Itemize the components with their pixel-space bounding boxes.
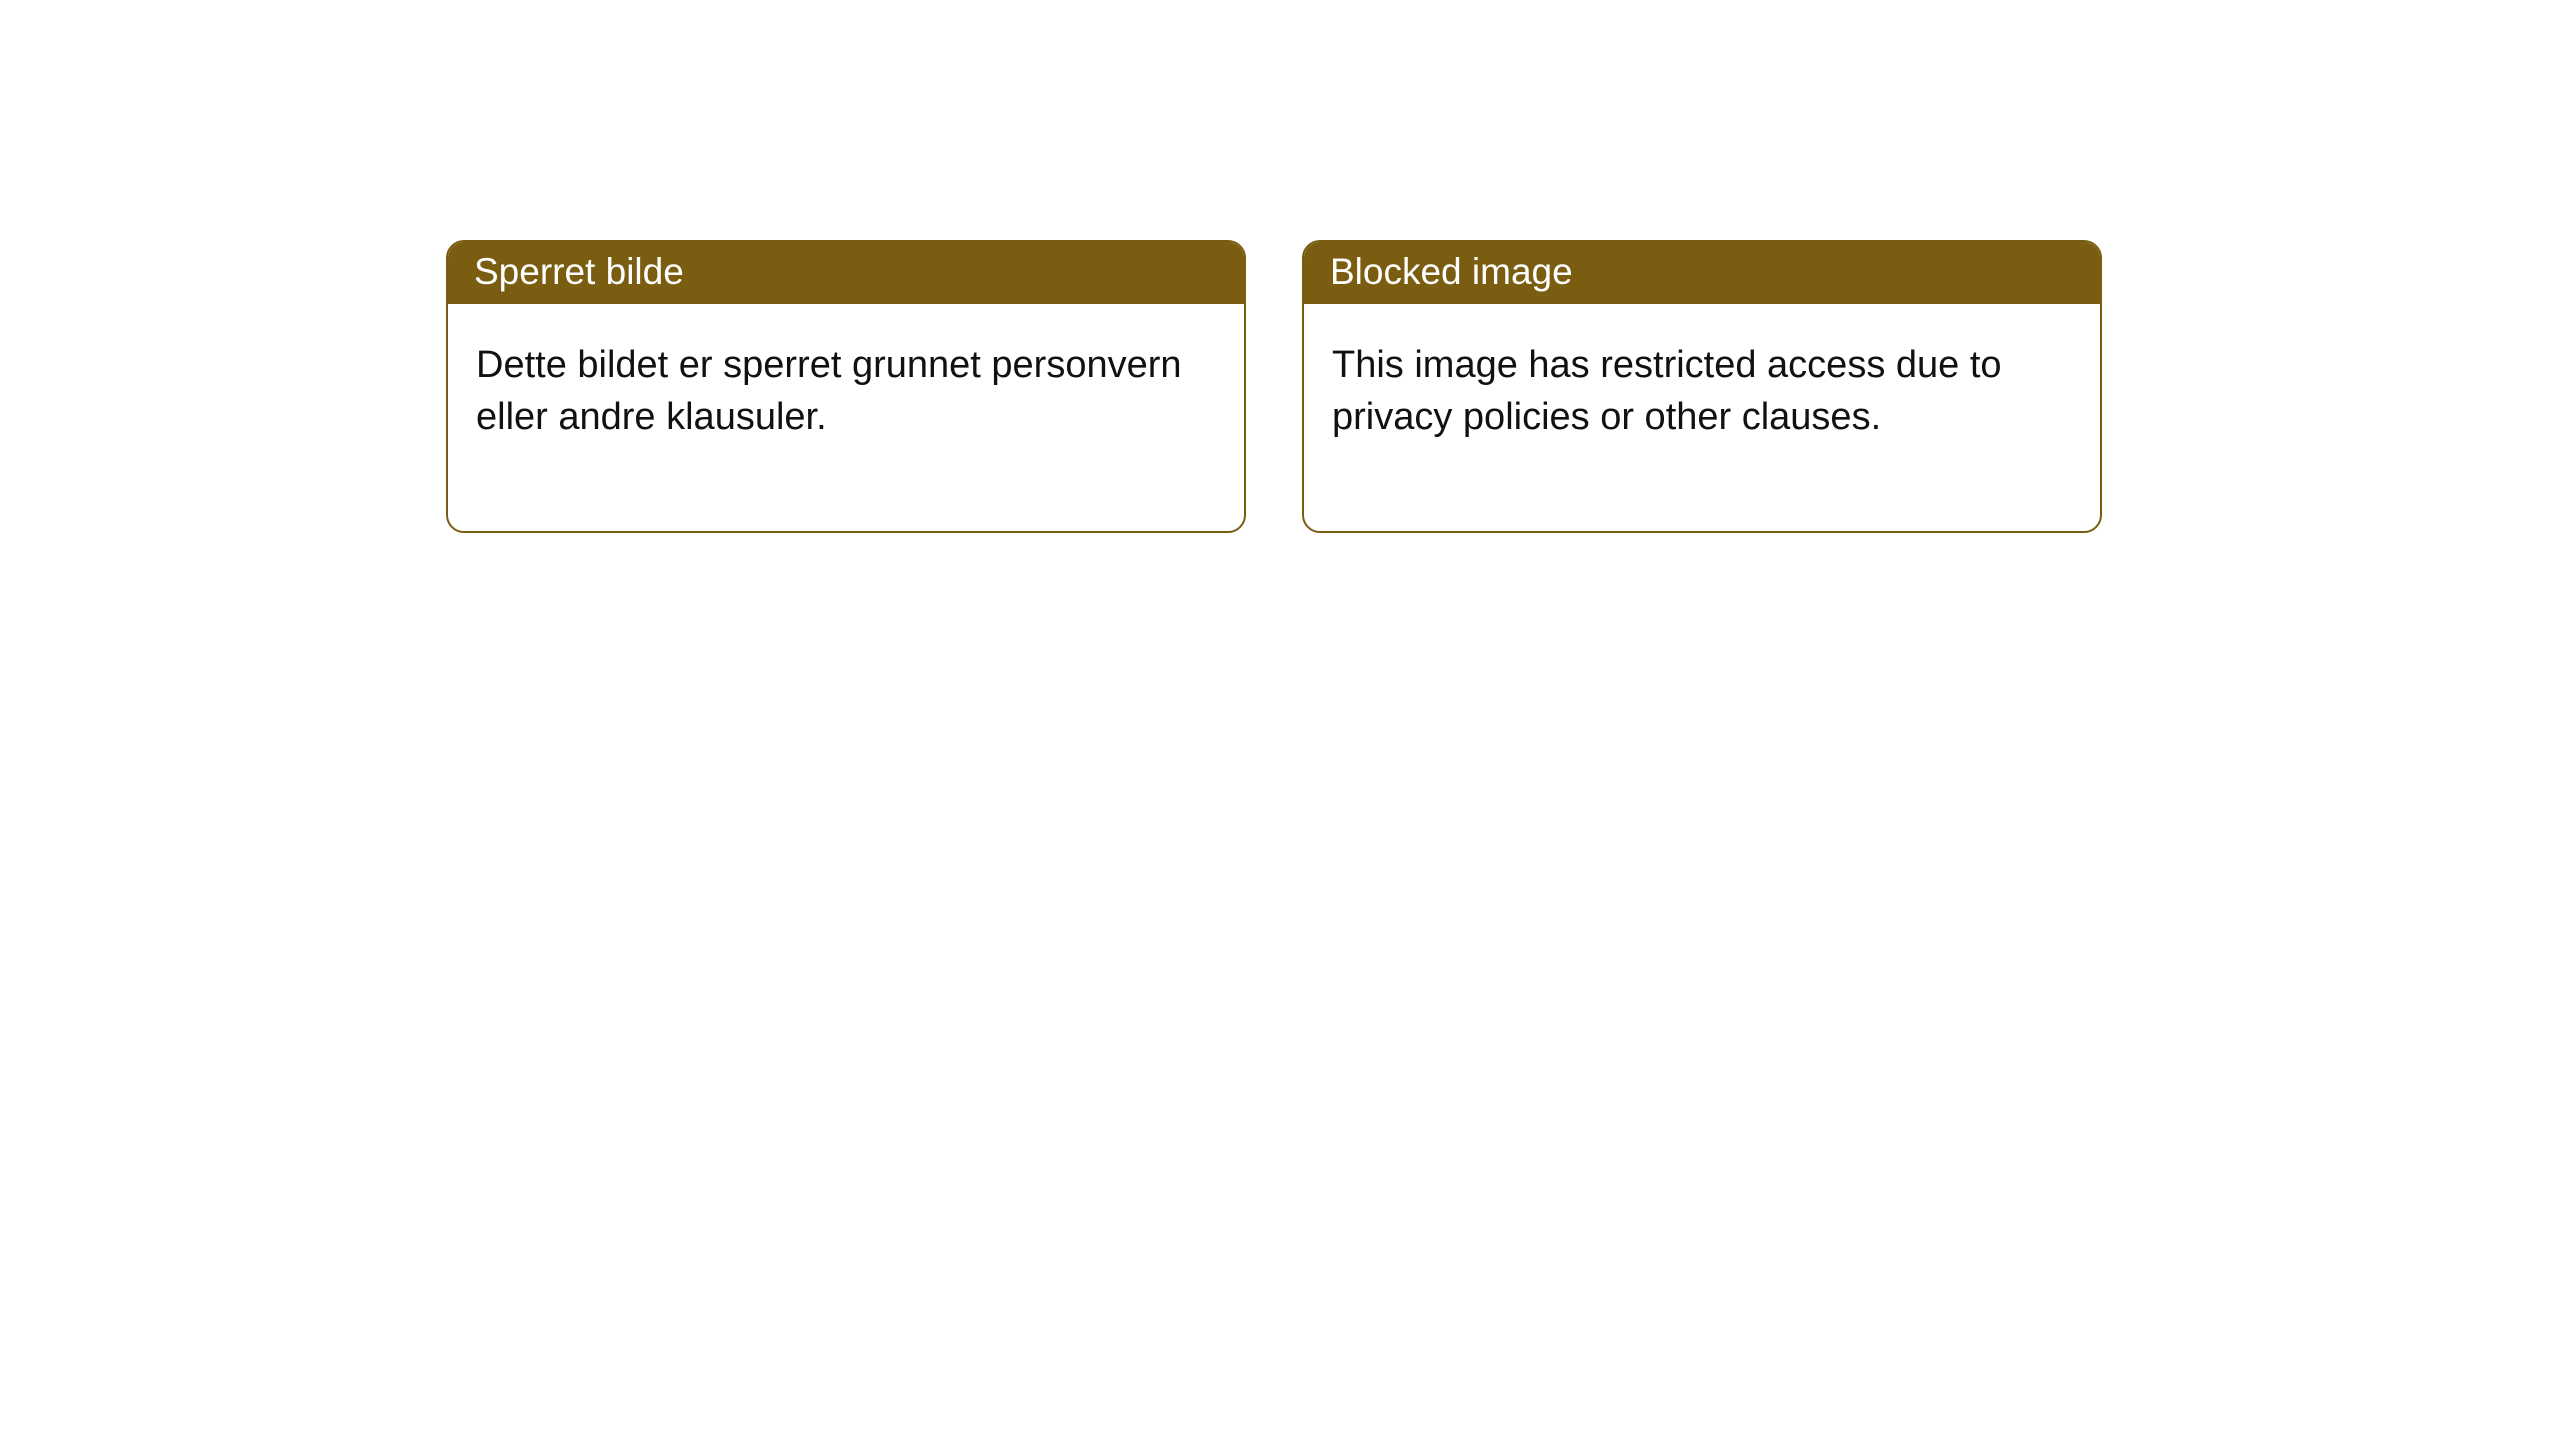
notice-card-body: Dette bildet er sperret grunnet personve… — [448, 304, 1244, 531]
notice-card-english: Blocked image This image has restricted … — [1302, 240, 2102, 533]
notice-card-body: This image has restricted access due to … — [1304, 304, 2100, 531]
notice-card-norwegian: Sperret bilde Dette bildet er sperret gr… — [446, 240, 1246, 533]
notice-card-title: Blocked image — [1304, 242, 2100, 304]
notice-container: Sperret bilde Dette bildet er sperret gr… — [0, 0, 2560, 533]
notice-card-title: Sperret bilde — [448, 242, 1244, 304]
